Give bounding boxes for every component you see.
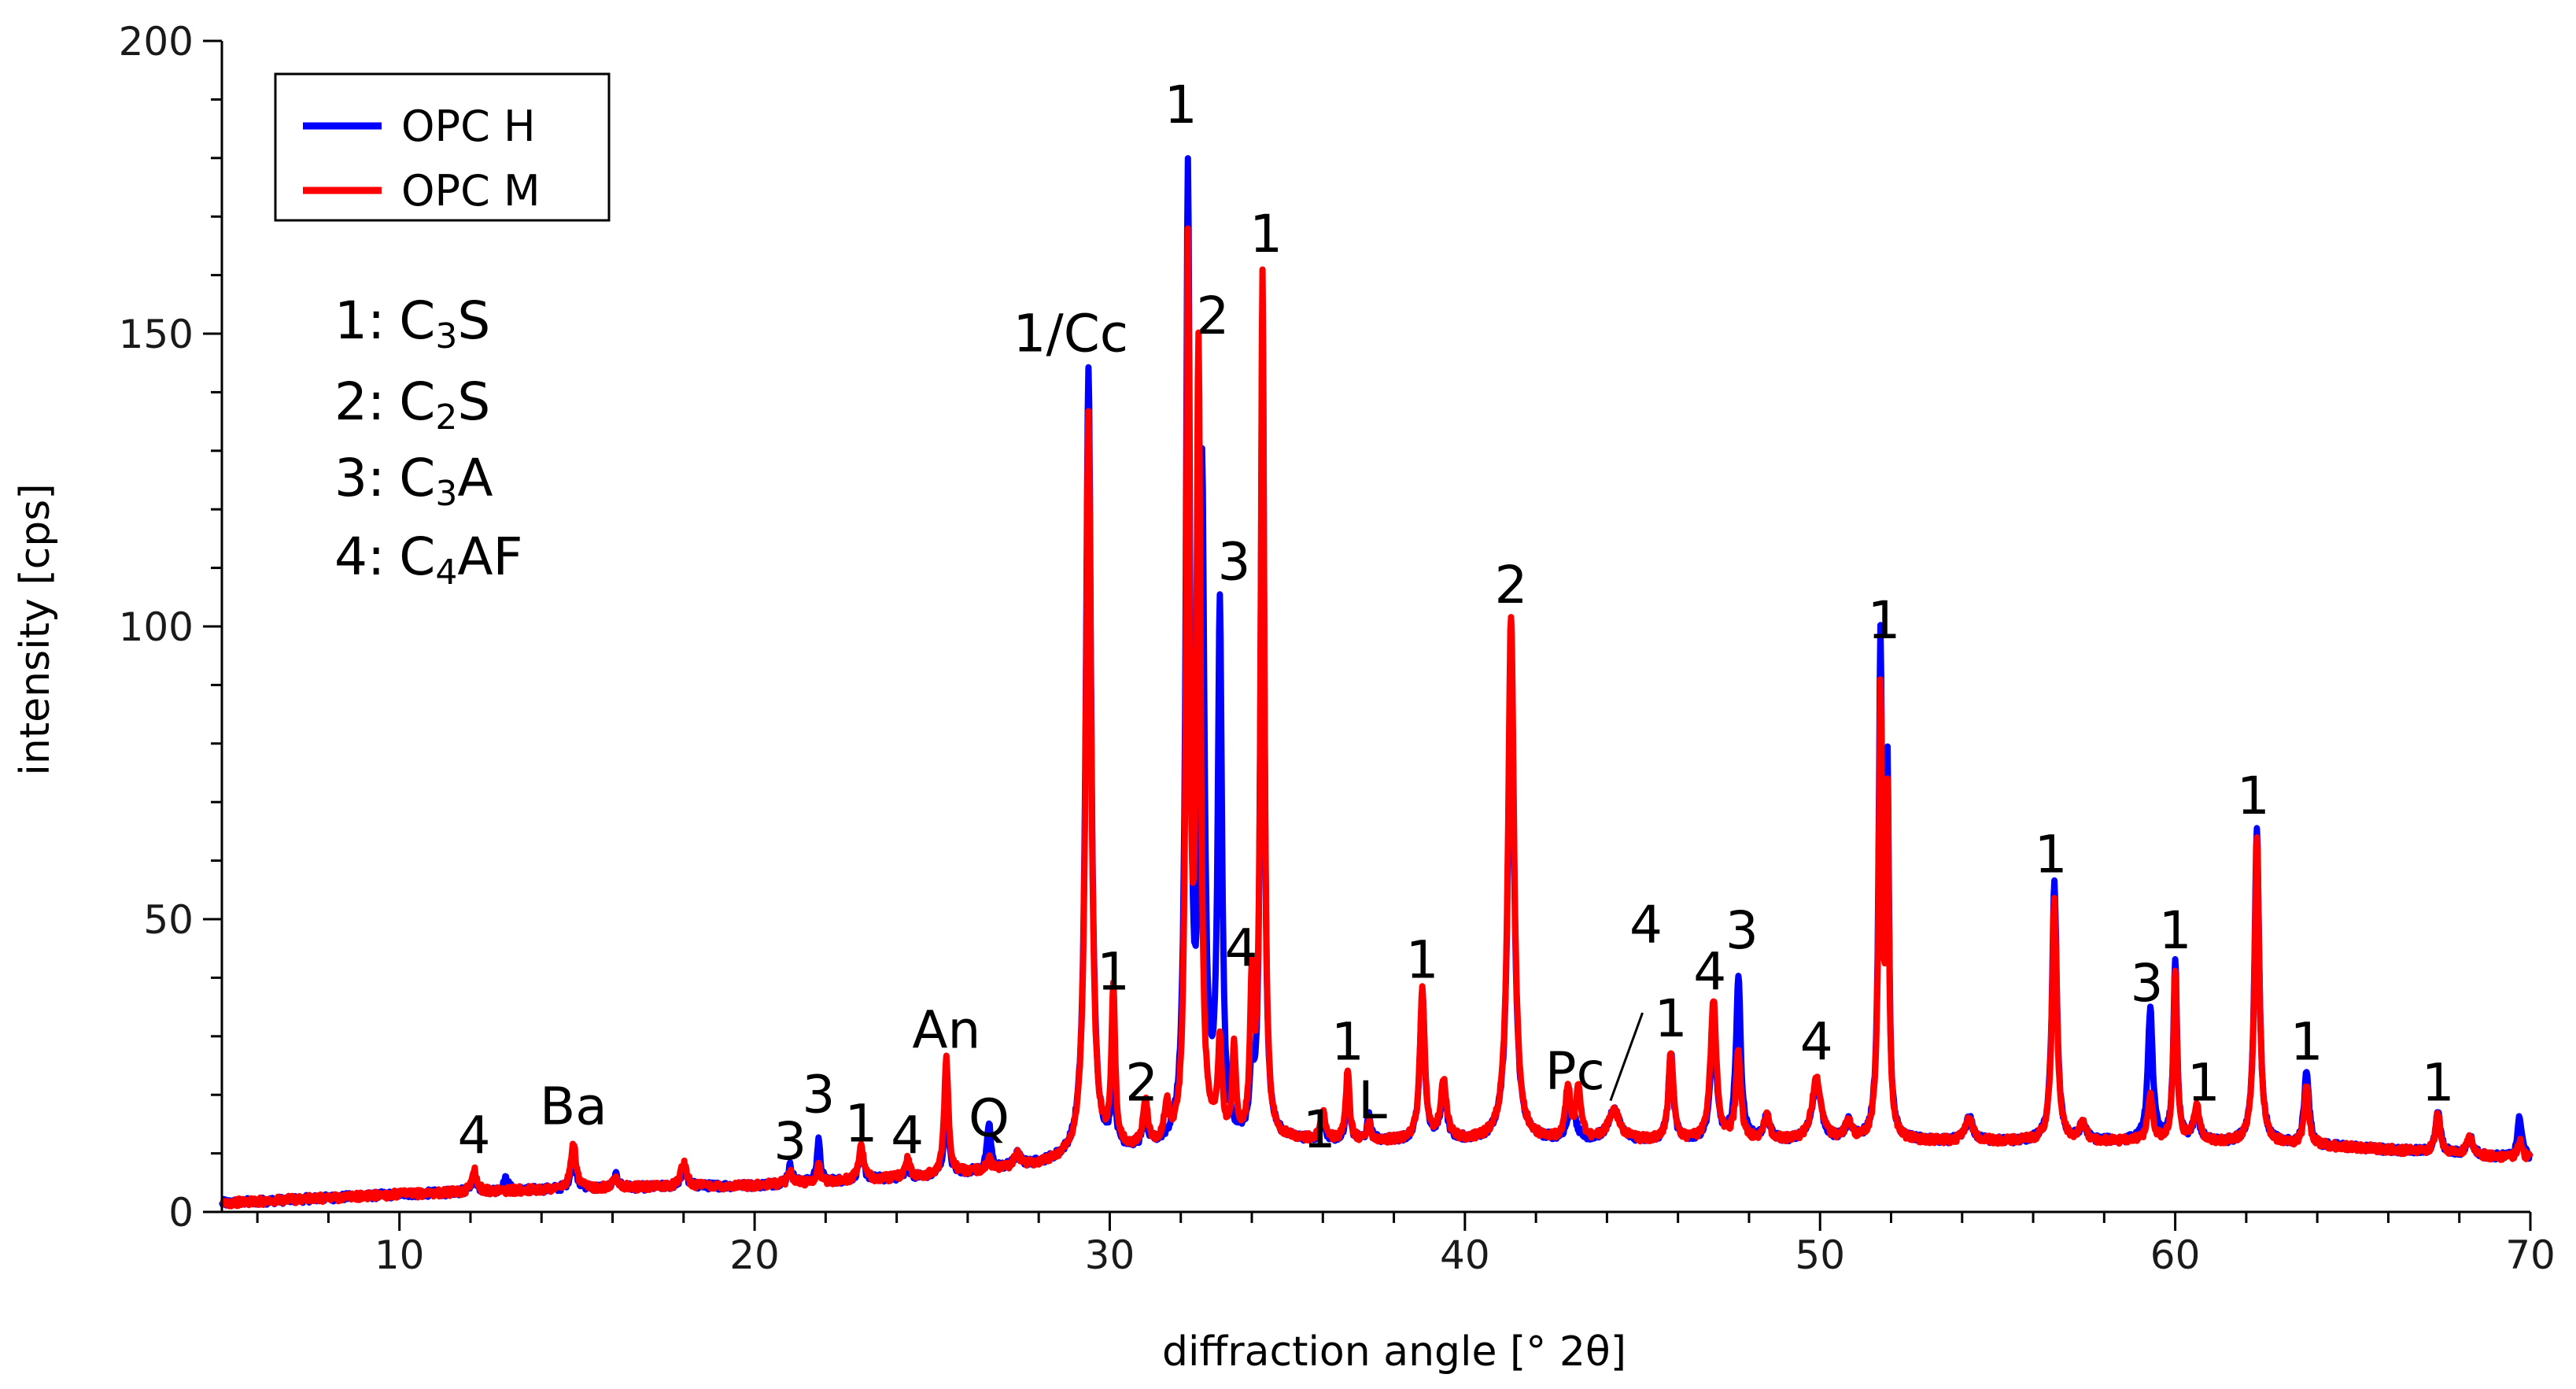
peak-label: An xyxy=(912,1000,980,1061)
peak-label: 3 xyxy=(1725,900,1759,961)
peak-label: Pc xyxy=(1545,1041,1605,1102)
peak-label: 1 xyxy=(1097,941,1130,1002)
y-tick-label: 50 xyxy=(143,897,194,943)
peak-label: 1 xyxy=(1867,590,1900,651)
leader-line xyxy=(1609,1012,1644,1102)
plot-lines xyxy=(219,155,2534,1210)
legend: OPC H OPC M xyxy=(274,72,611,222)
peak-label: L xyxy=(1358,1070,1387,1131)
peak-label: 1 xyxy=(1331,1012,1364,1073)
phase-key-2-main: C xyxy=(399,371,435,432)
phase-key-3: 3: C3A xyxy=(334,448,493,514)
peak-label: 3 xyxy=(1217,531,1250,592)
peak-label: Q xyxy=(969,1088,1009,1148)
series-line-opc-h xyxy=(219,155,2534,1209)
phase-key-3-num: 3: xyxy=(334,448,385,508)
phase-key: 1: C3S 2: C2S 3: C3A 4: C4AF xyxy=(334,290,522,593)
x-tick-label: 70 xyxy=(2505,1232,2556,1278)
peak-label: Ba xyxy=(540,1076,607,1136)
peak-label: 1 xyxy=(2237,766,2270,826)
peak-label: 4 xyxy=(1629,895,1663,955)
y-tick-label: 150 xyxy=(119,312,194,357)
peak-label: 1 xyxy=(2035,824,2068,885)
phase-key-4-rest: AF xyxy=(457,526,522,587)
x-axis-title: diffraction angle [° 2θ] xyxy=(1162,1328,1626,1376)
phase-key-2-rest: S xyxy=(457,371,490,432)
y-tick-label: 100 xyxy=(119,604,194,650)
phase-key-1-main: C xyxy=(399,290,435,351)
x-tick-label: 60 xyxy=(2150,1232,2201,1278)
peak-label: 1 xyxy=(2187,1053,2220,1114)
phase-key-2-sub: 2 xyxy=(435,397,457,438)
phase-key-1-sub: 3 xyxy=(435,316,457,356)
phase-key-4-sub: 4 xyxy=(435,552,457,593)
phase-key-2: 2: C2S xyxy=(334,371,490,438)
phase-key-2-num: 2: xyxy=(334,371,385,432)
legend-label-opc-h: OPC H xyxy=(401,102,536,151)
peak-label: 3 xyxy=(802,1065,835,1125)
y-tick-label: 200 xyxy=(119,19,194,65)
x-tick-label: 40 xyxy=(1440,1232,1490,1278)
phase-key-4-num: 4: xyxy=(334,526,385,587)
y-axis-title: intensity [cps] xyxy=(12,483,59,775)
peak-label: 1 xyxy=(1303,1099,1336,1160)
peak-label: 4 xyxy=(1224,918,1257,979)
peak-label: 2 xyxy=(1196,286,1229,346)
phase-key-1: 1: C3S xyxy=(334,290,490,356)
peak-label: 1 xyxy=(2422,1053,2455,1114)
peak-label: 3 xyxy=(773,1111,806,1172)
phase-key-4: 4: C4AF xyxy=(334,526,522,593)
phase-key-3-main: C xyxy=(399,448,435,508)
legend-label-opc-m: OPC M xyxy=(401,166,541,216)
peak-label: 4 xyxy=(457,1106,490,1166)
peak-label: 1 xyxy=(1164,75,1198,135)
x-tick-label: 10 xyxy=(375,1232,425,1278)
x-tick-label: 30 xyxy=(1085,1232,1135,1278)
peak-label: 3 xyxy=(2131,953,2164,1014)
peak-label: 1 xyxy=(1655,988,1688,1049)
peak-label: 4 xyxy=(1800,1012,1833,1073)
y-tick-label: 0 xyxy=(168,1190,194,1236)
peak-label: 1 xyxy=(2290,1012,2323,1073)
peak-label: 4 xyxy=(1693,941,1726,1002)
peak-label: 1 xyxy=(2159,900,2192,961)
phase-key-1-num: 1: xyxy=(334,290,385,351)
series-line-opc-m xyxy=(219,225,2534,1210)
phase-key-3-rest: A xyxy=(457,448,493,508)
x-tick-label: 50 xyxy=(1795,1232,1845,1278)
peak-label: 1/Cc xyxy=(1013,303,1129,364)
peak-label: 1 xyxy=(1406,929,1439,990)
peak-label: 2 xyxy=(1125,1053,1158,1114)
phase-key-4-main: C xyxy=(399,526,435,587)
peak-label: 2 xyxy=(1495,555,1528,615)
peak-label: 1 xyxy=(1249,204,1282,264)
peak-label: 1 xyxy=(844,1094,877,1154)
phase-key-1-rest: S xyxy=(457,290,490,351)
x-tick-label: 20 xyxy=(729,1232,780,1278)
peak-label: 4 xyxy=(891,1106,924,1166)
legend-box xyxy=(274,72,611,222)
phase-key-3-sub: 3 xyxy=(435,474,457,514)
axes: 10 20 30 40 50 60 70 0 50 100 150 200 xyxy=(119,19,2556,1278)
